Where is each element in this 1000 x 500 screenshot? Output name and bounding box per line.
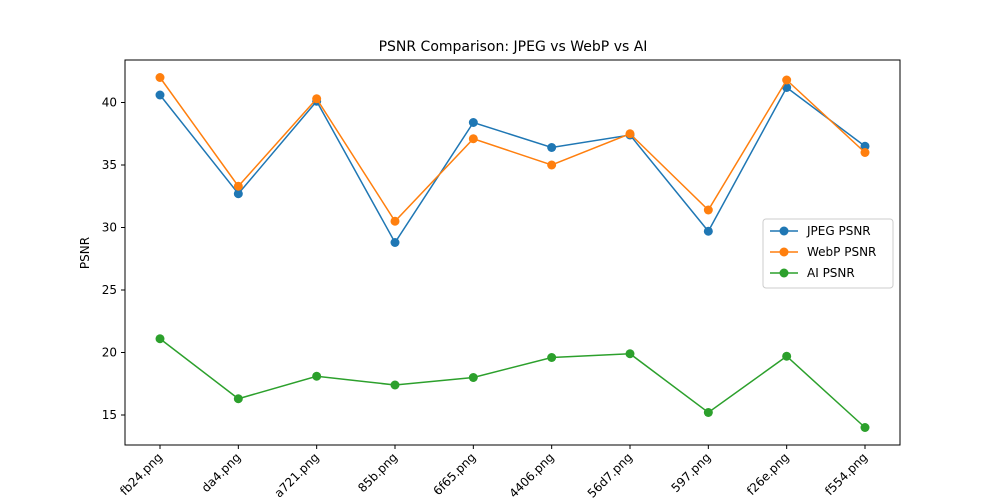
series-line: [159, 77, 866, 223]
data-point: [625, 349, 635, 359]
legend-label: WebP PSNR: [807, 245, 876, 259]
x-tick-label: 56d7.png: [585, 450, 635, 500]
x-tick-label: 85b.png: [355, 450, 400, 495]
x-tick-label: f554.png: [822, 450, 870, 498]
y-tick-label: 30: [102, 221, 117, 235]
data-point: [155, 73, 165, 82]
plot-area: [155, 73, 870, 432]
data-point: [703, 226, 713, 236]
x-tick-label: 597.png: [669, 450, 714, 495]
data-point: [312, 371, 322, 381]
data-point: [860, 141, 870, 151]
data-point: [155, 90, 165, 100]
data-point: [547, 143, 557, 152]
legend-marker: [779, 268, 789, 278]
legend-label: AI PSNR: [807, 266, 855, 280]
x-tick-label: 4406.png: [506, 450, 556, 500]
x-tick-label: 6f65.png: [431, 450, 479, 498]
data-point: [468, 118, 478, 127]
plot-frame: [124, 59, 901, 446]
data-point: [703, 408, 713, 417]
data-point: [782, 351, 792, 361]
legend-box: [762, 218, 894, 289]
legend-marker: [779, 247, 789, 257]
data-point: [233, 394, 243, 404]
x-tick-label: a721.png: [272, 450, 322, 500]
series-line: [159, 338, 866, 429]
x-tick-label: fb24.png: [117, 450, 165, 498]
series-line: [159, 86, 866, 244]
data-point: [860, 423, 870, 432]
data-point: [625, 129, 635, 139]
x-tick-label: f26e.png: [744, 450, 792, 498]
y-tick-label: 40: [102, 96, 117, 110]
y-axis-title: PSNR: [78, 237, 92, 269]
y-tick-label: 20: [102, 346, 117, 360]
data-point: [468, 134, 478, 144]
data-point: [233, 181, 243, 191]
x-tick-label: da4.png: [199, 450, 244, 495]
data-point: [860, 148, 870, 157]
y-tick-label: 15: [102, 408, 117, 422]
data-point: [390, 216, 400, 226]
data-point: [390, 380, 400, 390]
y-tick-label: 35: [102, 158, 117, 172]
data-point: [547, 160, 557, 170]
legend-label: JPEG PSNR: [806, 224, 871, 238]
chart-title: PSNR Comparison: JPEG vs WebP vs AI: [379, 39, 648, 55]
data-point: [703, 205, 713, 215]
legend-marker: [779, 226, 789, 236]
data-point: [390, 238, 400, 247]
data-point: [155, 334, 165, 344]
data-point: [782, 83, 792, 92]
y-tick-label: 25: [102, 283, 117, 297]
legend: JPEG PSNR WebP PSNR AI PSNR: [762, 218, 894, 289]
data-point: [312, 94, 322, 104]
data-point: [468, 373, 478, 382]
data-point: [233, 189, 243, 199]
data-point: [782, 75, 792, 85]
data-point: [547, 353, 557, 362]
